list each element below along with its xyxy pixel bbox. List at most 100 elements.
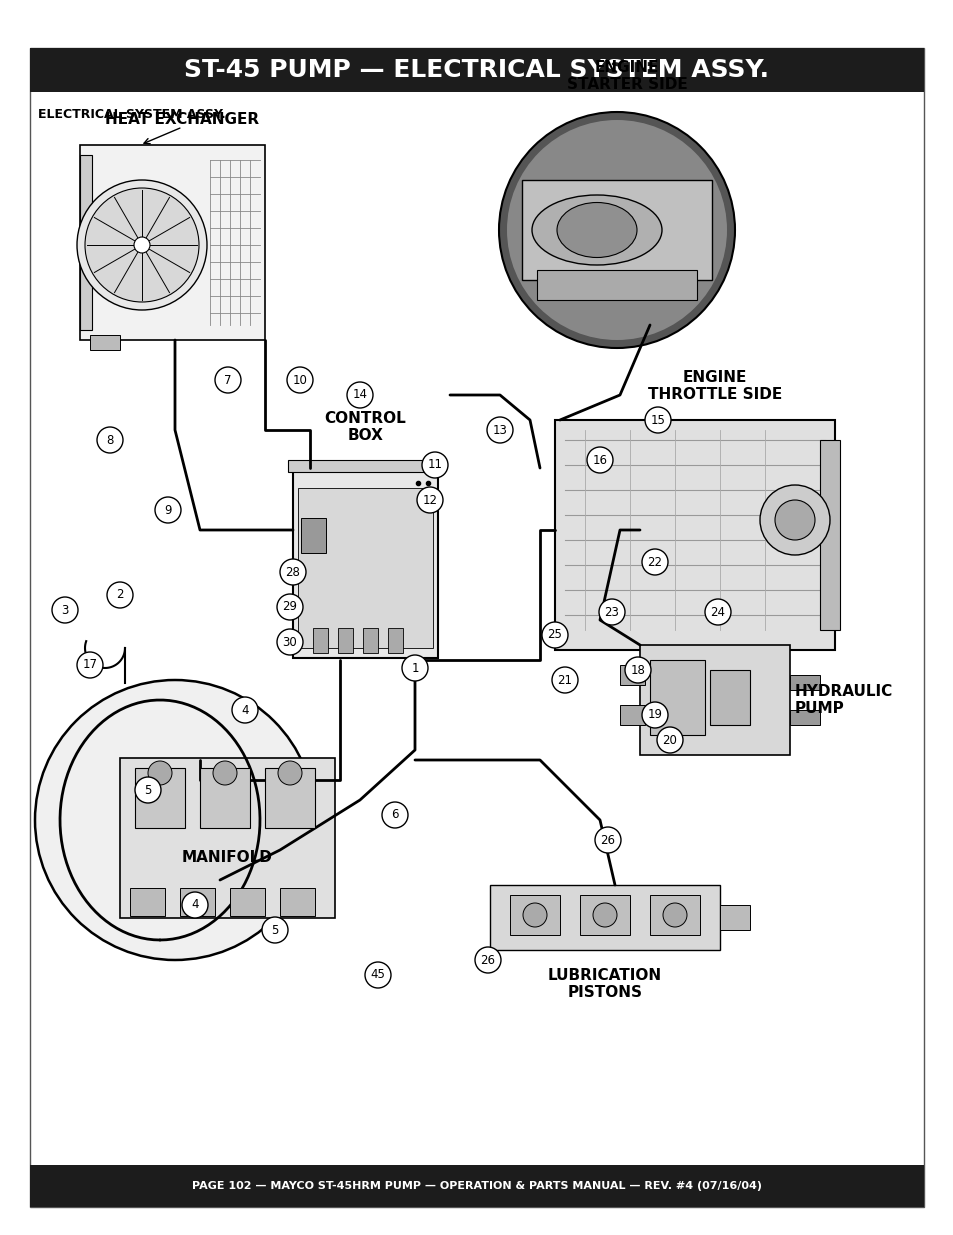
Text: 5: 5 xyxy=(144,783,152,797)
Text: HYDRAULIC
PUMP: HYDRAULIC PUMP xyxy=(794,684,892,716)
Circle shape xyxy=(232,697,257,722)
Circle shape xyxy=(486,417,513,443)
Text: 2: 2 xyxy=(116,589,124,601)
Circle shape xyxy=(148,761,172,785)
Bar xyxy=(265,768,314,827)
Text: 20: 20 xyxy=(662,734,677,746)
Circle shape xyxy=(657,727,682,753)
Circle shape xyxy=(522,903,546,927)
Circle shape xyxy=(213,761,236,785)
Circle shape xyxy=(133,237,150,253)
Text: 30: 30 xyxy=(282,636,297,648)
Text: 10: 10 xyxy=(293,373,307,387)
Bar xyxy=(301,517,326,553)
Bar xyxy=(510,895,559,935)
Text: 3: 3 xyxy=(61,604,69,616)
Bar xyxy=(555,420,834,650)
Bar xyxy=(30,48,923,91)
Text: 12: 12 xyxy=(422,494,437,506)
Circle shape xyxy=(641,550,667,576)
Bar xyxy=(280,888,314,916)
Text: CONTROL
BOX: CONTROL BOX xyxy=(324,410,406,443)
Circle shape xyxy=(704,599,730,625)
Circle shape xyxy=(276,594,303,620)
Circle shape xyxy=(416,487,442,513)
Text: 9: 9 xyxy=(164,504,172,516)
Circle shape xyxy=(182,892,208,918)
Text: ST-45 PUMP — ELECTRICAL SYSTEM ASSY.: ST-45 PUMP — ELECTRICAL SYSTEM ASSY. xyxy=(184,58,769,82)
Bar xyxy=(649,659,704,735)
Bar xyxy=(619,705,644,725)
Circle shape xyxy=(35,680,314,960)
Circle shape xyxy=(280,559,306,585)
Text: 19: 19 xyxy=(647,709,661,721)
Bar xyxy=(80,156,91,330)
Bar xyxy=(30,1165,923,1207)
Text: 11: 11 xyxy=(427,458,442,472)
Circle shape xyxy=(421,452,448,478)
Bar xyxy=(135,768,185,827)
Bar xyxy=(820,440,840,630)
Bar xyxy=(619,664,644,685)
Circle shape xyxy=(644,408,670,433)
Circle shape xyxy=(475,947,500,973)
Text: 26: 26 xyxy=(599,834,615,846)
Text: MANIFOLD: MANIFOLD xyxy=(182,851,273,866)
Text: 28: 28 xyxy=(285,566,300,578)
Bar xyxy=(537,270,697,300)
Text: LUBRICATION
PISTONS: LUBRICATION PISTONS xyxy=(547,968,661,1000)
Text: 13: 13 xyxy=(492,424,507,436)
Text: 26: 26 xyxy=(480,953,495,967)
Bar xyxy=(521,180,711,280)
Bar xyxy=(230,888,265,916)
Circle shape xyxy=(506,120,726,340)
Bar xyxy=(288,459,442,472)
Bar xyxy=(337,629,353,653)
Bar xyxy=(120,758,335,918)
Text: 1: 1 xyxy=(411,662,418,674)
Text: 23: 23 xyxy=(604,605,618,619)
Circle shape xyxy=(135,777,161,803)
Bar xyxy=(388,629,402,653)
Text: 17: 17 xyxy=(82,658,97,672)
Text: 4: 4 xyxy=(241,704,249,716)
Circle shape xyxy=(277,761,302,785)
Circle shape xyxy=(595,827,620,853)
Circle shape xyxy=(347,382,373,408)
Bar xyxy=(297,488,433,648)
Bar xyxy=(720,905,749,930)
Bar xyxy=(579,895,629,935)
Bar xyxy=(90,335,120,350)
Text: 25: 25 xyxy=(547,629,562,641)
Circle shape xyxy=(77,180,207,310)
Circle shape xyxy=(85,188,199,303)
Text: ENGINE
STARTER SIDE: ENGINE STARTER SIDE xyxy=(566,59,687,91)
Text: 29: 29 xyxy=(282,600,297,614)
Text: 4: 4 xyxy=(191,899,198,911)
Text: 16: 16 xyxy=(592,453,607,467)
Text: HEAT EXCHANGER: HEAT EXCHANGER xyxy=(106,112,259,127)
Text: 24: 24 xyxy=(710,605,724,619)
Circle shape xyxy=(586,447,613,473)
Circle shape xyxy=(624,657,650,683)
Circle shape xyxy=(662,903,686,927)
Circle shape xyxy=(552,667,578,693)
Circle shape xyxy=(276,629,303,655)
Ellipse shape xyxy=(557,203,637,258)
Circle shape xyxy=(498,112,734,348)
Bar xyxy=(639,645,789,755)
Circle shape xyxy=(365,962,391,988)
Circle shape xyxy=(154,496,181,522)
Bar xyxy=(649,895,700,935)
Circle shape xyxy=(287,367,313,393)
Circle shape xyxy=(97,427,123,453)
Circle shape xyxy=(107,582,132,608)
Circle shape xyxy=(774,500,814,540)
Text: 21: 21 xyxy=(557,673,572,687)
Text: 5: 5 xyxy=(271,924,278,936)
Bar xyxy=(313,629,328,653)
Circle shape xyxy=(760,485,829,555)
Text: 8: 8 xyxy=(106,433,113,447)
Bar xyxy=(709,671,749,725)
Circle shape xyxy=(262,918,288,944)
